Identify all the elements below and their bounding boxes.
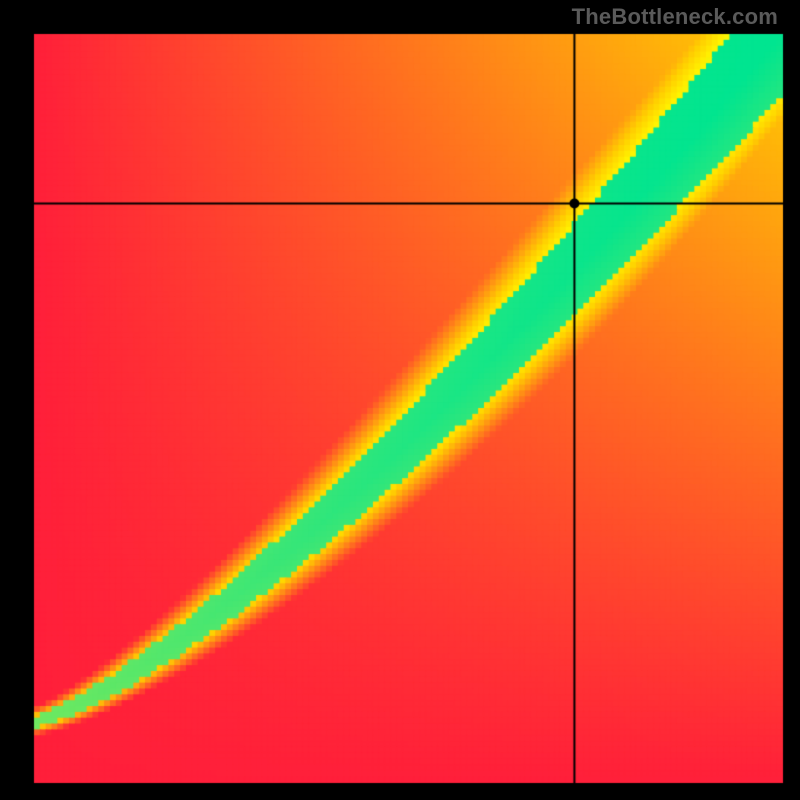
chart-wrap: TheBottleneck.com [0,0,800,800]
bottleneck-heatmap-canvas [0,0,800,800]
watermark-text: TheBottleneck.com [572,4,778,30]
